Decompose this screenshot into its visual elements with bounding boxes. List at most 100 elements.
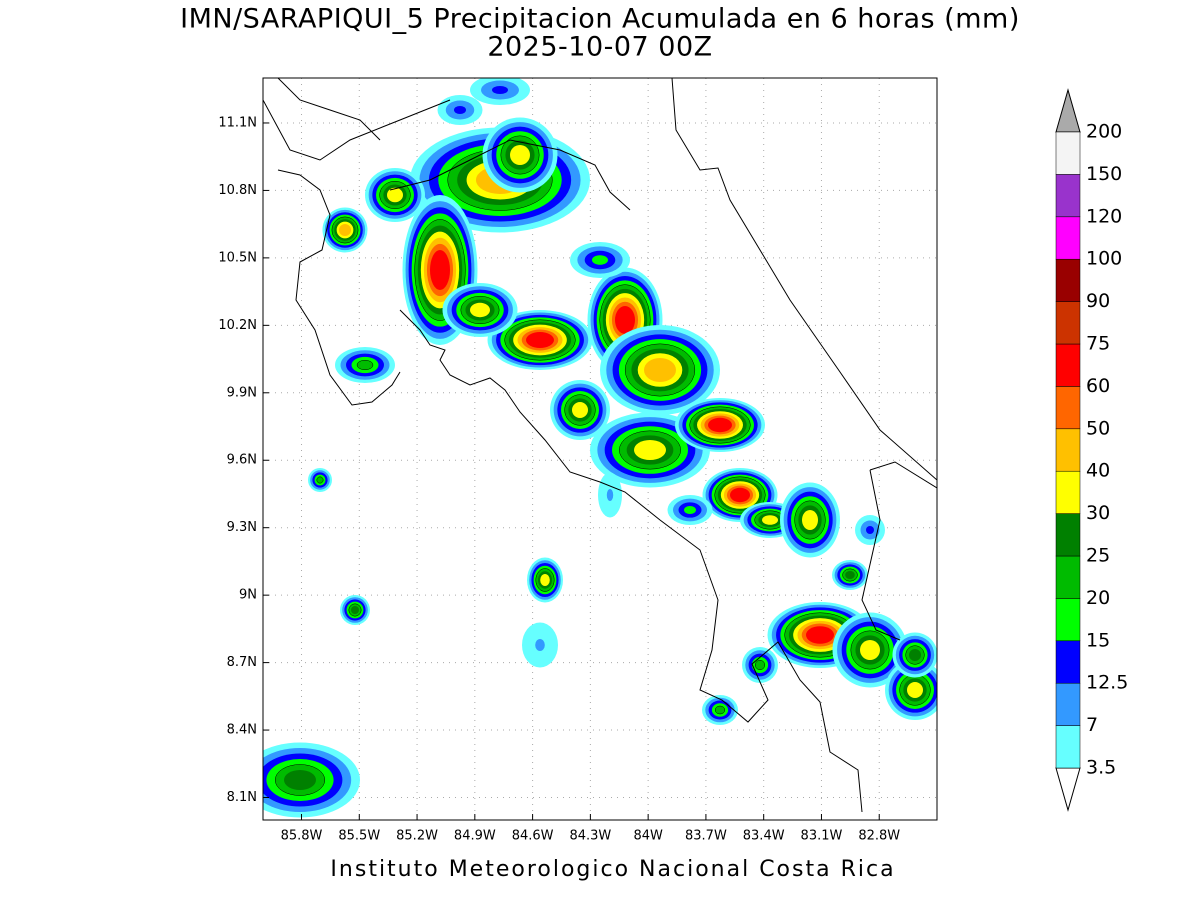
precip-area <box>540 574 550 586</box>
precip-area <box>634 440 666 460</box>
y-tick-label: 9N <box>239 588 257 603</box>
x-tick-label: 85.8W <box>281 829 323 844</box>
precip-area <box>644 358 676 382</box>
y-tick-label: 9.6N <box>227 453 257 468</box>
colorbar-box <box>1055 513 1081 557</box>
precip-area <box>860 640 880 660</box>
x-tick-label: 84.9W <box>454 829 496 844</box>
colorbar: 3.5 7 12.5 15 20 25 30 40 50 60 75 90 100 120 150 200 <box>1055 88 1128 812</box>
precip-area <box>316 476 324 484</box>
precip-area <box>730 487 750 503</box>
precip-area <box>684 506 696 514</box>
y-tick-label: 10.5N <box>218 250 257 265</box>
pacific-coast-north <box>277 78 401 406</box>
precip-area <box>762 515 778 525</box>
colorbar-box <box>1055 640 1081 684</box>
x-tick-label: 84W <box>633 829 663 844</box>
axes: 85.8W 85.5W 85.2W 84.9W 84.6W 84.3W 84W 83.7W 83… <box>218 115 900 843</box>
colorbar-box <box>1055 343 1081 387</box>
x-tick-label: 83.4W <box>743 829 785 844</box>
colorbar-box <box>1055 216 1081 260</box>
map-title: IMN/SARAPIQUI_5 Precipitacion Acumulada … <box>180 4 1020 35</box>
colorbar-label: 60 <box>1086 375 1110 397</box>
precip-area <box>526 332 554 348</box>
colorbar-box <box>1055 598 1081 642</box>
x-tick-label: 85.5W <box>338 829 380 844</box>
x-tick-label: 85.2W <box>396 829 438 844</box>
precip-area <box>606 489 614 501</box>
coastlines <box>263 78 937 813</box>
precip-area <box>535 639 545 651</box>
precip-area <box>866 526 874 534</box>
precip-area <box>754 659 766 671</box>
precip-area <box>592 255 608 265</box>
colorbar-label: 50 <box>1086 417 1110 439</box>
precip-area <box>387 187 403 203</box>
precipitation-field <box>263 78 937 818</box>
colorbar-box <box>1055 386 1081 430</box>
x-tick-label: 83.7W <box>685 829 727 844</box>
y-tick-label: 11.1N <box>218 115 257 130</box>
precip-area <box>339 224 351 236</box>
precip-area <box>470 302 490 318</box>
precip-area <box>284 770 316 790</box>
precip-area <box>708 417 732 433</box>
colorbar-under <box>1055 767 1081 812</box>
footer: Instituto Meteorologico Nacional Costa R… <box>330 857 895 882</box>
map-frame <box>262 77 938 821</box>
precip-area <box>909 649 921 661</box>
x-tick-label: 83.1W <box>801 829 843 844</box>
precip-area <box>356 359 374 371</box>
colorbar-box <box>1055 470 1081 514</box>
colorbar-label: 200 <box>1086 121 1122 143</box>
y-tick-label: 8.4N <box>227 723 257 738</box>
colorbar-label: 15 <box>1086 629 1110 651</box>
colorbar-label: 150 <box>1086 163 1122 185</box>
precip-area <box>806 626 834 644</box>
nicaragua-lake-shore <box>263 99 451 161</box>
colorbar-box <box>1055 682 1081 726</box>
map-subtitle: 2025-10-07 00Z <box>487 32 712 63</box>
precip-area <box>907 682 923 698</box>
precip-area <box>492 86 508 94</box>
colorbar-label: 100 <box>1086 248 1122 270</box>
colorbar-box <box>1055 555 1081 599</box>
y-tick-label: 10.2N <box>218 318 257 333</box>
colorbar-label: 3.5 <box>1086 757 1116 779</box>
y-tick-label: 8.7N <box>227 655 257 670</box>
colorbar-box <box>1055 725 1081 769</box>
colorbar-label: 30 <box>1086 502 1110 524</box>
colorbar-box <box>1055 428 1081 472</box>
precip-area <box>845 571 855 579</box>
x-tick-label: 82.8W <box>858 829 900 844</box>
colorbar-label: 90 <box>1086 290 1110 312</box>
colorbar-box <box>1055 301 1081 345</box>
x-tick-label: 84.6W <box>512 829 554 844</box>
precip-area <box>430 250 450 290</box>
y-tick-label: 9.3N <box>227 520 257 535</box>
colorbar-label: 12.5 <box>1086 672 1128 694</box>
precip-area <box>615 306 635 334</box>
colorbar-box <box>1055 174 1081 218</box>
precip-area <box>351 606 359 614</box>
colorbar-label: 7 <box>1086 714 1098 736</box>
colorbar-label: 120 <box>1086 205 1122 227</box>
precip-area <box>510 145 530 165</box>
precip-area <box>454 106 466 114</box>
colorbar-over <box>1055 88 1081 133</box>
colorbar-label: 20 <box>1086 587 1110 609</box>
precip-area <box>714 705 726 715</box>
nicoya-gulf <box>399 309 863 813</box>
precip-area <box>572 402 588 418</box>
x-tick-label: 84.3W <box>569 829 611 844</box>
colorbar-label: 25 <box>1086 545 1110 567</box>
caribbean-coast <box>671 78 937 481</box>
panama-border <box>861 461 937 641</box>
precip-area <box>802 510 818 530</box>
y-tick-label: 9.9N <box>227 385 257 400</box>
colorbar-label: 40 <box>1086 460 1110 482</box>
y-tick-label: 10.8N <box>218 183 257 198</box>
colorbar-box <box>1055 131 1081 175</box>
colorbar-box <box>1055 258 1081 302</box>
